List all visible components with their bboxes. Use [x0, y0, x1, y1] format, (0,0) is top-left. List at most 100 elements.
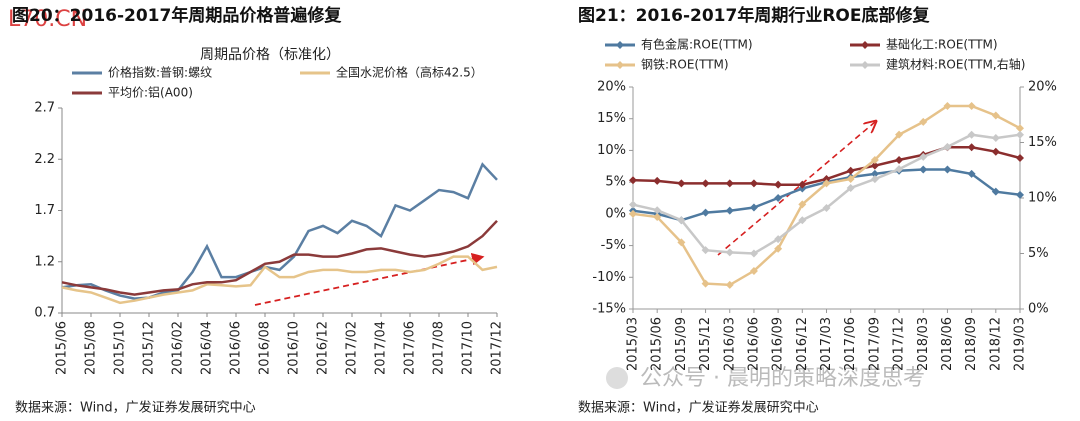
point: [943, 165, 952, 174]
point: [677, 179, 686, 188]
point: [701, 246, 710, 255]
point: [967, 130, 976, 139]
point: [798, 200, 807, 209]
point: [919, 152, 928, 161]
y-tick-label: 0.7: [34, 306, 55, 321]
point: [870, 175, 879, 184]
point: [798, 180, 807, 189]
x-tick-label: 2015/06: [55, 321, 70, 375]
point: [895, 165, 904, 174]
point: [774, 244, 783, 253]
legend-label: 有色金属:ROE(TTM): [641, 37, 753, 52]
x-tick-label: 2015/03: [626, 317, 641, 371]
x-tick-label: 2018/03: [916, 317, 931, 371]
point: [725, 206, 734, 215]
watermark: 公众号 · 晨明的策略深度思考: [640, 366, 925, 391]
point: [629, 209, 637, 218]
x-tick-label: 2015/09: [674, 317, 689, 371]
y-tick-label: -10%: [592, 270, 626, 285]
legend-label: 平均价:铝(A00): [108, 85, 193, 100]
series-line: [61, 255, 498, 305]
point: [991, 134, 1000, 143]
point: [919, 117, 928, 126]
x-tick-label: 2017/10: [461, 321, 476, 375]
series-line: [61, 162, 498, 300]
y-tick-label: 20%: [597, 80, 626, 95]
x-tick-label: 2017/06: [843, 317, 858, 371]
legend-label: 价格指数:普钢:螺纹: [108, 65, 212, 80]
x-tick-label: 2017/12: [892, 317, 907, 371]
series-line: [61, 219, 498, 296]
chart-title: 图21：2016-2017年周期行业ROE底部修复: [578, 5, 930, 26]
x-tick-label: 2017/03: [819, 317, 834, 371]
x-tick-label: 2016/08: [258, 321, 273, 375]
point: [653, 176, 662, 185]
x-tick-label: 2019/03: [1013, 317, 1028, 371]
x-tick-label: 2016/02: [171, 321, 186, 375]
point: [774, 194, 783, 202]
legend-label: 钢铁:ROE(TTM): [641, 58, 729, 72]
point: [677, 238, 686, 247]
point: [774, 235, 783, 244]
point: [725, 248, 734, 257]
legend-label: 建筑材料:ROE(TTM,右轴): [886, 57, 1025, 72]
point: [701, 208, 710, 217]
point: [798, 216, 807, 225]
point: [1016, 154, 1024, 163]
point: [725, 280, 734, 289]
wechat-icon: [606, 367, 628, 389]
x-tick-label: 2016/04: [200, 321, 215, 375]
trend-arrow: [254, 252, 485, 306]
y2-tick-label: 0%: [1028, 302, 1049, 317]
y-tick-label: 2.7: [34, 101, 55, 116]
point: [870, 155, 879, 164]
legend-marker: [861, 41, 869, 49]
watermark: L70.CN: [8, 7, 87, 32]
legend-marker: [616, 61, 624, 69]
x-tick-label: 2018/12: [988, 317, 1003, 371]
x-tick-label: 2015/12: [698, 317, 713, 371]
y-tick-label: 15%: [597, 111, 626, 126]
point: [895, 130, 904, 139]
x-tick-label: 2015/10: [113, 321, 128, 375]
x-tick-label: 2016/12: [316, 321, 331, 375]
y-tick-label: 1.2: [34, 254, 55, 269]
x-tick-label: 2017/09: [867, 317, 882, 371]
x-tick-label: 2015/12: [142, 321, 157, 375]
x-tick-label: 2017/06: [403, 321, 418, 375]
y-tick-label: -15%: [592, 302, 626, 317]
point: [846, 166, 855, 175]
point: [870, 169, 879, 178]
source-note: 数据来源：Wind，广发证券发展研究中心: [15, 400, 256, 416]
y-tick-label: 5%: [605, 175, 626, 190]
point: [749, 179, 758, 188]
legend-label: 基础化工:ROE(TTM): [886, 38, 998, 52]
y2-tick-label: 10%: [1028, 191, 1057, 206]
x-tick-label: 2016/03: [722, 317, 737, 371]
x-tick-label: 2017/02: [345, 321, 360, 375]
point: [943, 102, 952, 111]
x-tick-label: 2017/08: [432, 321, 447, 375]
x-tick-label: 2016/10: [287, 321, 302, 375]
y2-tick-label: 20%: [1028, 80, 1057, 95]
y-tick-label: 2.2: [34, 152, 55, 167]
point: [991, 147, 1000, 156]
legend-marker: [861, 61, 869, 69]
point: [701, 179, 710, 188]
point: [991, 111, 1000, 120]
point: [774, 180, 783, 189]
point: [870, 161, 879, 170]
point: [846, 184, 855, 193]
point: [629, 176, 637, 185]
x-tick-label: 2016/06: [229, 321, 244, 375]
trend-arrow: [717, 122, 875, 256]
x-tick-label: 2016/12: [795, 317, 810, 371]
legend-marker: [616, 41, 624, 49]
x-tick-label: 2016/09: [771, 317, 786, 371]
point: [1016, 130, 1024, 139]
y2-tick-label: 15%: [1028, 135, 1057, 150]
source-note: 数据来源：Wind，广发证券发展研究中心: [578, 400, 819, 416]
y-tick-label: 10%: [597, 143, 626, 158]
